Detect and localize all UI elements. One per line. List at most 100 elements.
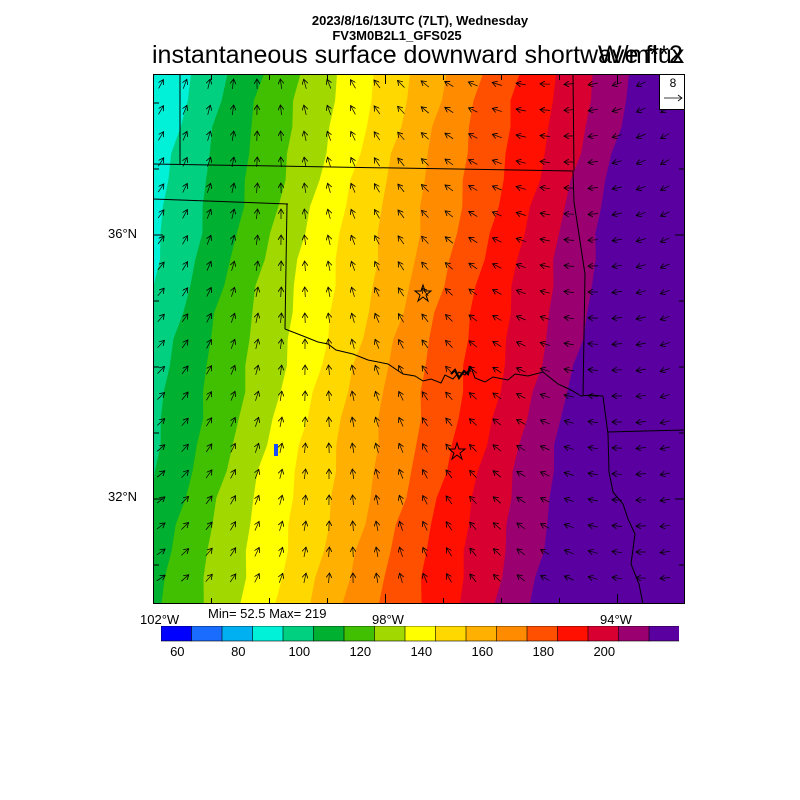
wind-arrow [470,522,477,531]
wind-arrow [540,343,550,346]
wind-arrow [470,470,477,478]
wind-arrow [329,573,330,584]
wind-arrow [540,136,551,137]
wind-arrow [564,84,575,85]
wind-arrow [564,317,574,319]
wind-arrow [423,522,427,531]
wind-arrow [304,105,306,115]
wind-arrow [280,469,282,479]
wind-arrow [206,340,212,349]
wind-arrow [661,212,670,216]
wind-arrow [375,210,380,219]
wind-arrow [469,341,478,348]
wind-arrow [158,106,164,115]
wind-arrow [636,343,646,345]
wind-arrow [469,315,478,322]
wind-arrow [255,417,258,427]
wind-arrow [423,573,427,583]
wind-arrow [351,132,355,141]
wind-arrow [232,261,235,271]
wind-arrow [352,469,353,480]
texas-louisiana-border [602,395,644,604]
wind-arrow [327,79,331,89]
wind-arrow [351,235,355,245]
wind-arrow [517,446,526,451]
wind-arrow [540,265,550,267]
wind-arrow [376,495,378,505]
wind-arrow [304,79,307,89]
wind-arrow [205,496,212,505]
wind-arrow [305,287,306,298]
wind-arrow [375,391,378,401]
wind-arrow [588,421,599,422]
wind-arrow [157,288,164,297]
wind-arrow [399,495,402,505]
wind-arrow [446,548,452,557]
wind-arrow [422,314,429,323]
wind-arrow [398,80,405,88]
lon-label-102w: 102°W [140,612,180,627]
wind-arrow [328,287,330,297]
wind-arrow [564,240,575,241]
wind-arrow [399,340,404,349]
wind-arrow [158,132,163,141]
wind-arrow [469,367,478,374]
wind-arrow [470,574,477,583]
wind-arrow [206,366,212,375]
wind-arrow [612,239,622,241]
wind-arrow [255,574,260,583]
wind-arrow [207,183,210,193]
wind-arrow [564,343,574,345]
wind-arrow [493,367,502,373]
wind-arrow [564,266,575,267]
arkansas-louisiana-border [607,429,685,433]
wind-arrow [540,239,550,241]
wind-arrow [304,469,305,480]
wind-arrow [374,132,381,141]
wind-arrow [374,80,381,89]
wind-arrow [493,393,502,400]
wind-arrow [255,548,259,557]
wind-arrow [540,394,550,397]
wind-arrow [205,522,212,531]
wind-arrow [612,500,623,501]
wind-arrow [517,549,526,556]
wind-arrow [257,183,258,194]
wind-arrow [588,214,599,215]
wind-arrow [328,235,330,245]
wind-arrow [398,314,404,323]
wind-arrow [205,574,213,582]
wind-arrow [398,106,405,114]
wind-arrow [469,186,478,191]
wind-arrow [445,289,453,296]
wind-arrow [661,159,670,165]
wind-arrow [374,158,380,167]
wind-arrow [636,421,647,422]
colorbar-swatch [252,626,284,642]
wind-arrow [636,186,646,189]
wind-arrow [183,158,187,167]
wind-arrow [281,131,282,142]
datetime-header: 2023/8/16/13UTC (7LT), Wednesday [311,13,529,28]
wind-arrow [540,161,551,162]
wind-arrow [206,418,211,427]
wind-arrow [232,105,233,116]
wind-arrow [469,393,477,400]
city-markers [413,283,467,461]
min-spot [274,444,278,456]
wind-arrow [445,211,454,218]
wind-arrow [232,235,235,245]
wind-arrow [446,315,453,322]
wind-arrow [351,80,356,89]
wind-arrow [469,419,477,426]
wind-arrow [205,470,212,479]
wind-arrow [446,392,453,401]
wind-arrow [493,341,502,347]
wind-arrow [280,339,281,350]
wind-arrow [661,133,670,139]
wind-arrow [637,108,646,112]
wind-arrow [517,497,526,504]
wind-arrow [157,393,164,400]
map-panel [153,74,685,604]
wind-arrow [182,288,187,297]
